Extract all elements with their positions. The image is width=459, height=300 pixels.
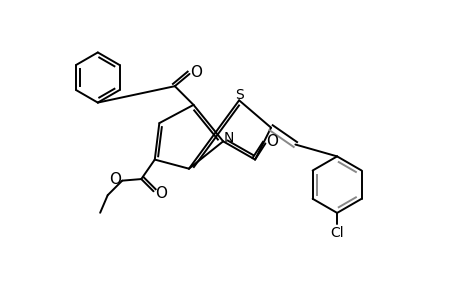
Text: S: S	[234, 88, 243, 102]
Text: N: N	[223, 131, 233, 145]
Text: O: O	[265, 134, 277, 149]
Text: O: O	[109, 172, 121, 187]
Text: Cl: Cl	[330, 226, 343, 239]
Text: O: O	[190, 64, 202, 80]
Text: O: O	[155, 186, 167, 201]
